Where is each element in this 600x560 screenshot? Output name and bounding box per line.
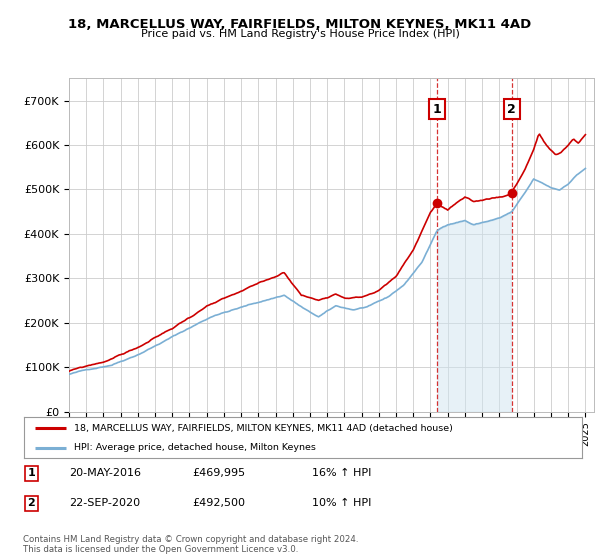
Text: 22-SEP-2020: 22-SEP-2020	[69, 498, 140, 508]
Text: 20-MAY-2016: 20-MAY-2016	[69, 468, 141, 478]
Text: 2: 2	[508, 103, 516, 116]
Text: £492,500: £492,500	[192, 498, 245, 508]
Text: 16% ↑ HPI: 16% ↑ HPI	[312, 468, 371, 478]
Text: 1: 1	[433, 103, 442, 116]
Text: Contains HM Land Registry data © Crown copyright and database right 2024.
This d: Contains HM Land Registry data © Crown c…	[23, 535, 358, 554]
Text: 10% ↑ HPI: 10% ↑ HPI	[312, 498, 371, 508]
Text: £469,995: £469,995	[192, 468, 245, 478]
Text: 2: 2	[28, 498, 35, 508]
Text: HPI: Average price, detached house, Milton Keynes: HPI: Average price, detached house, Milt…	[74, 444, 316, 452]
Text: 18, MARCELLUS WAY, FAIRFIELDS, MILTON KEYNES, MK11 4AD (detached house): 18, MARCELLUS WAY, FAIRFIELDS, MILTON KE…	[74, 424, 453, 433]
Text: Price paid vs. HM Land Registry's House Price Index (HPI): Price paid vs. HM Land Registry's House …	[140, 29, 460, 39]
Text: 1: 1	[28, 468, 35, 478]
Text: 18, MARCELLUS WAY, FAIRFIELDS, MILTON KEYNES, MK11 4AD: 18, MARCELLUS WAY, FAIRFIELDS, MILTON KE…	[68, 18, 532, 31]
